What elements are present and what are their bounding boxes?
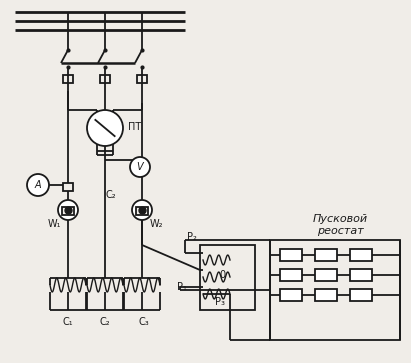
Bar — [280, 269, 302, 281]
Bar — [63, 183, 73, 191]
Bar — [315, 249, 337, 261]
Bar — [136, 207, 148, 215]
Text: C₁: C₁ — [63, 317, 73, 327]
Bar — [200, 245, 255, 310]
Bar — [350, 269, 372, 281]
Text: C₂: C₂ — [100, 317, 110, 327]
Text: W₁: W₁ — [47, 219, 61, 229]
Text: C₃: C₃ — [139, 317, 149, 327]
Bar — [100, 75, 110, 83]
Bar — [270, 240, 400, 340]
Bar — [350, 289, 372, 301]
Text: 0: 0 — [219, 270, 225, 280]
Bar — [315, 289, 337, 301]
Circle shape — [58, 200, 78, 220]
Text: P₂: P₂ — [187, 232, 197, 242]
Text: V: V — [137, 162, 143, 172]
Text: А: А — [35, 180, 42, 190]
Text: P₃: P₃ — [215, 297, 225, 307]
Bar — [350, 249, 372, 261]
Bar — [315, 269, 337, 281]
Bar — [280, 249, 302, 261]
Text: W₂: W₂ — [149, 219, 163, 229]
Text: C₂: C₂ — [106, 190, 116, 200]
Text: ПТ: ПТ — [128, 122, 141, 132]
Text: Пусковой
реостат: Пусковой реостат — [312, 214, 367, 236]
Circle shape — [130, 157, 150, 177]
Bar — [137, 75, 147, 83]
Circle shape — [132, 200, 152, 220]
Circle shape — [87, 110, 123, 146]
Bar — [63, 75, 73, 83]
Circle shape — [27, 174, 49, 196]
Text: P₁: P₁ — [177, 282, 187, 292]
Bar — [280, 289, 302, 301]
Bar — [62, 207, 74, 215]
